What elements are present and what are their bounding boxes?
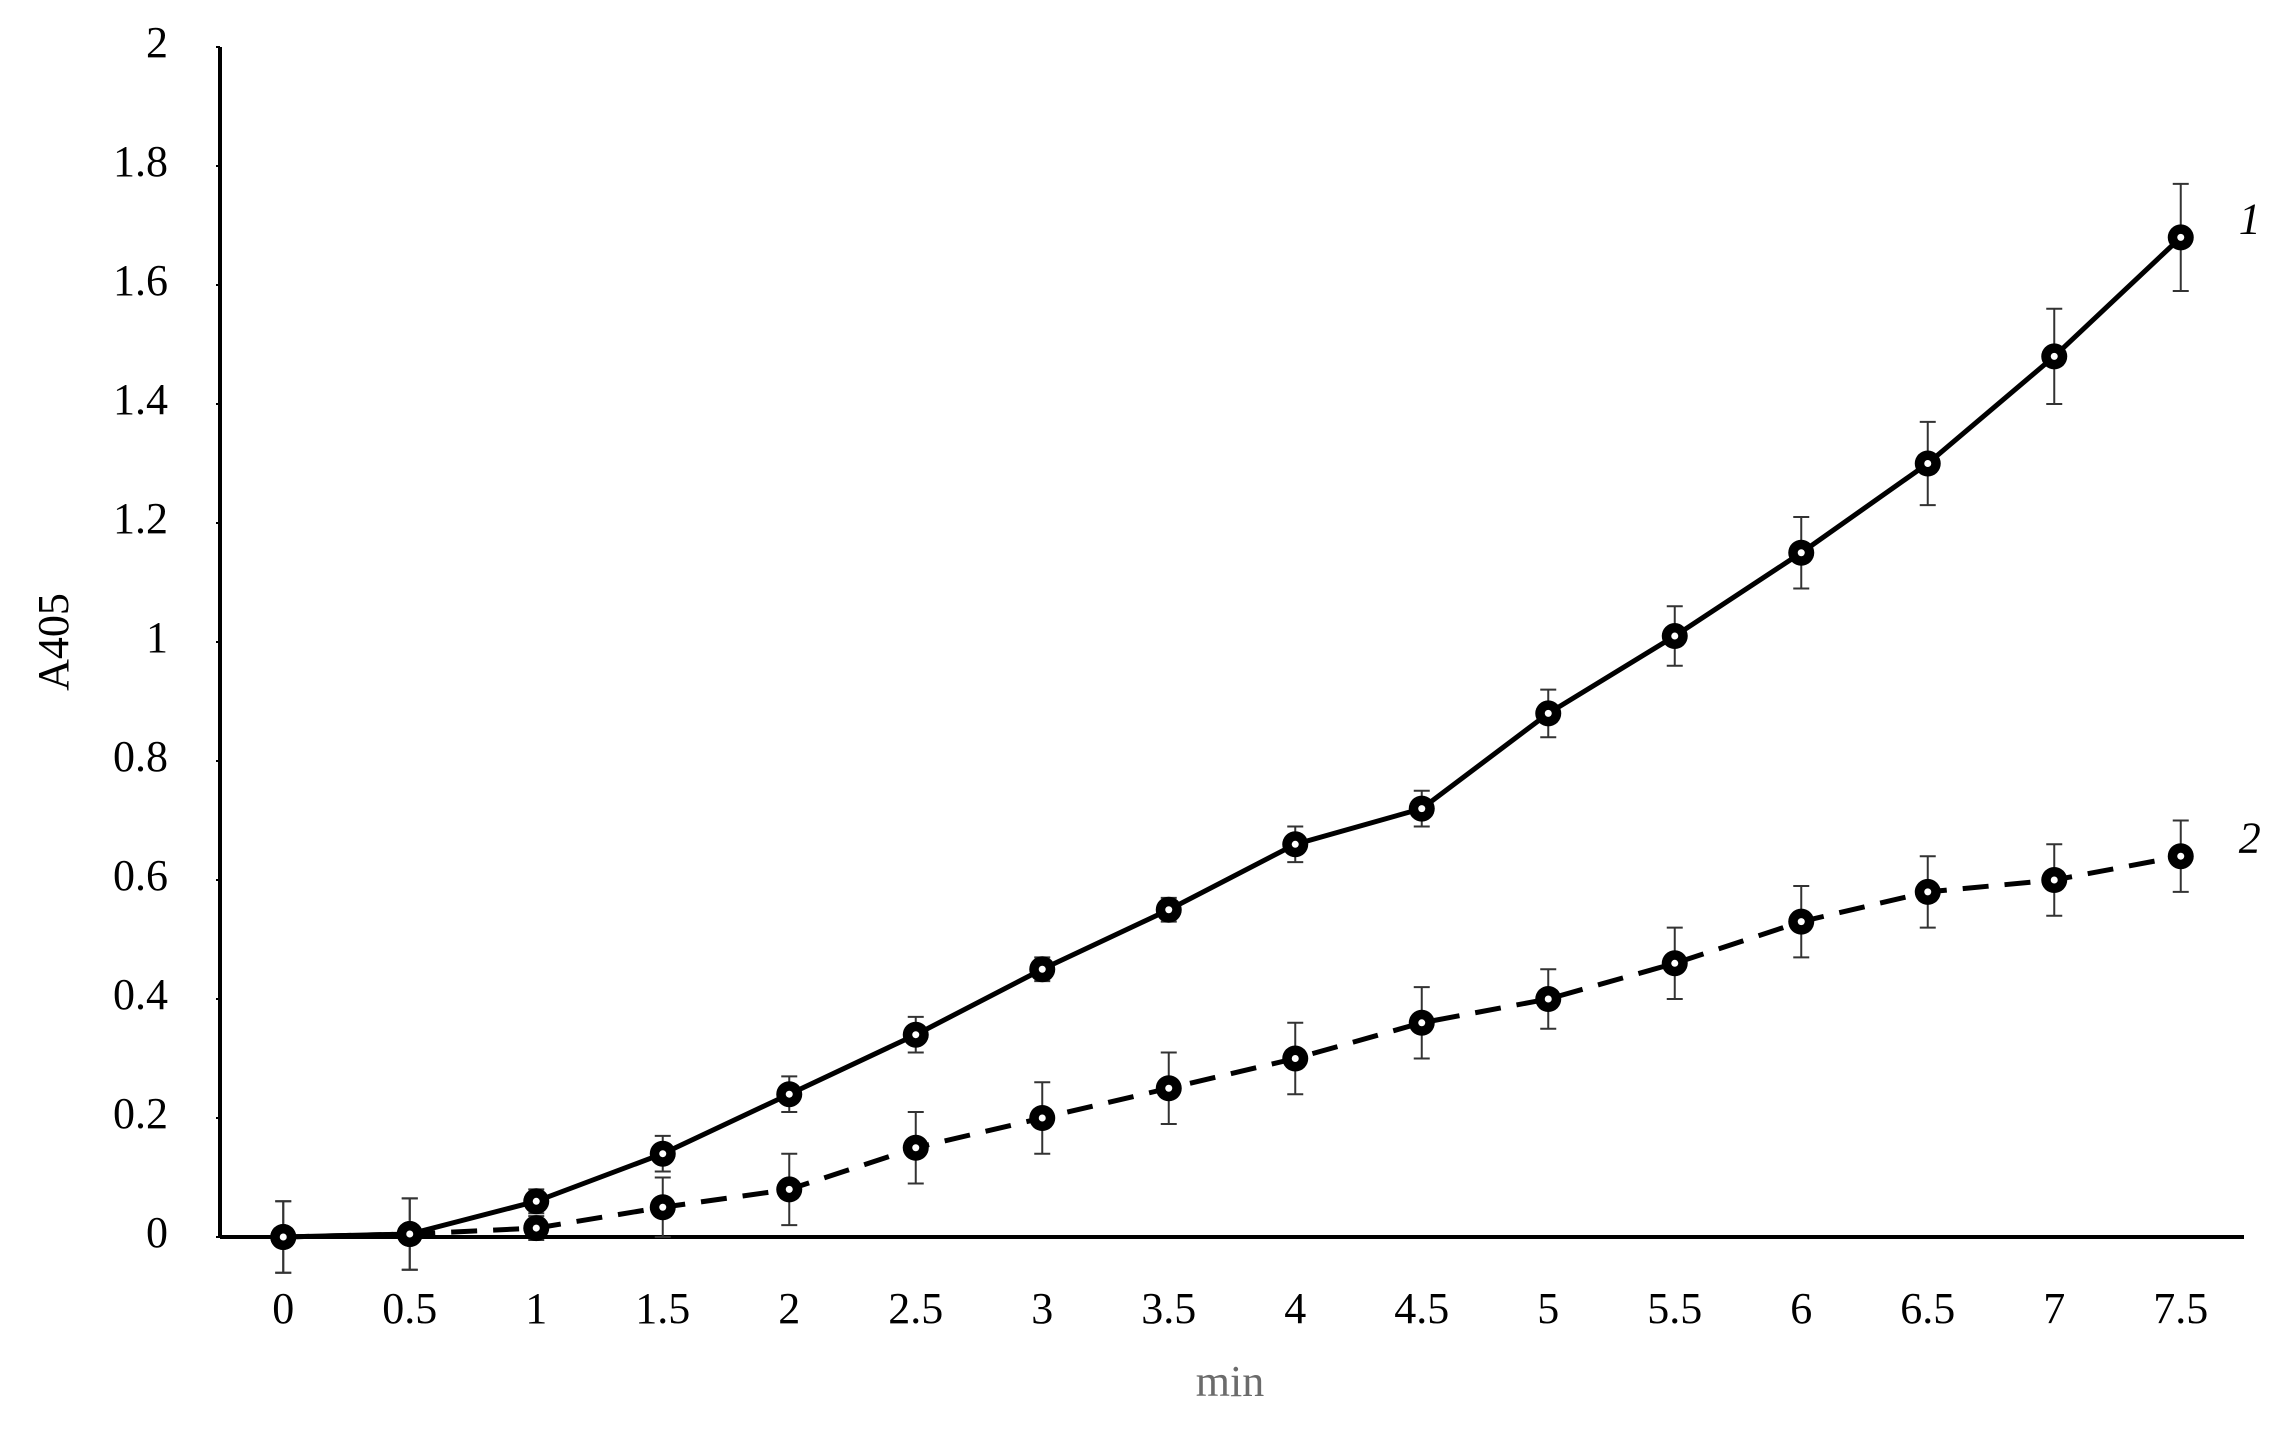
marker-center (785, 1090, 793, 1098)
marker-center (659, 1203, 667, 1211)
marker-center (1924, 460, 1932, 467)
y-tick-label: 1 (146, 613, 168, 662)
series-line (283, 235, 2183, 1240)
x-tick-label: 3 (1031, 1284, 1053, 1333)
marker-center (2050, 352, 2058, 360)
marker-center (912, 1031, 920, 1039)
y-tick-label: 1.6 (113, 256, 168, 305)
x-tick-label: 5.5 (1647, 1284, 1702, 1333)
x-tick-label: 0.5 (382, 1284, 437, 1333)
marker-center (1165, 906, 1173, 914)
marker-center (912, 1144, 920, 1152)
x-tick-label: 5 (1537, 1284, 1559, 1333)
y-tick-label: 0.2 (113, 1089, 168, 1138)
y-tick-label: 0 (146, 1208, 168, 1257)
marker-center (1291, 1055, 1299, 1062)
x-tick-label: 4.5 (1394, 1284, 1449, 1333)
marker-center (2177, 852, 2185, 860)
marker-center (1797, 549, 1805, 557)
marker-center (2050, 876, 2058, 884)
marker-center (279, 1233, 287, 1241)
marker-center (532, 1224, 540, 1232)
x-tick-label: 7.5 (2153, 1284, 2208, 1333)
marker-center (1544, 709, 1552, 717)
marker-center (1291, 840, 1299, 848)
series-label: 2 (2239, 813, 2261, 862)
x-tick-label: 4 (1284, 1284, 1306, 1333)
y-tick-label: 1.4 (113, 375, 168, 424)
marker-center (1038, 1114, 1046, 1122)
y-tick-label: 1.8 (113, 137, 168, 186)
marker-center (1797, 918, 1805, 926)
marker-center (532, 1197, 540, 1205)
y-axis-label: A405 (29, 593, 78, 691)
series-line (283, 853, 2182, 1240)
x-tick-label: 0 (272, 1284, 294, 1333)
y-tick-label: 0.6 (113, 851, 168, 900)
y-tick-label: 0.8 (113, 732, 168, 781)
y-tick-label: 2 (146, 18, 168, 67)
x-tick-label: 7 (2043, 1284, 2065, 1333)
x-tick-label: 6.5 (1900, 1284, 1955, 1333)
x-axis-label: min (1196, 1357, 1264, 1406)
marker-center (406, 1230, 414, 1238)
x-tick-label: 1 (525, 1284, 547, 1333)
x-tick-label: 1.5 (635, 1284, 690, 1333)
y-tick-label: 1.2 (113, 494, 168, 543)
marker-center (1924, 888, 1932, 896)
series-label: 1 (2239, 194, 2261, 243)
marker-center (785, 1185, 793, 1193)
marker-center (1165, 1084, 1173, 1092)
x-tick-label: 6 (1790, 1284, 1812, 1333)
marker-center (659, 1150, 667, 1158)
marker-center (1671, 632, 1679, 640)
marker-center (1038, 965, 1046, 973)
marker-center (1544, 995, 1552, 1003)
marker-center (1418, 805, 1426, 813)
x-tick-label: 2 (778, 1284, 800, 1333)
marker-center (2177, 233, 2185, 241)
marker-center (1418, 1019, 1426, 1027)
marker-center (1671, 959, 1679, 967)
x-tick-label: 2.5 (888, 1284, 943, 1333)
x-tick-label: 3.5 (1141, 1284, 1196, 1333)
y-tick-label: 0.4 (113, 970, 168, 1019)
